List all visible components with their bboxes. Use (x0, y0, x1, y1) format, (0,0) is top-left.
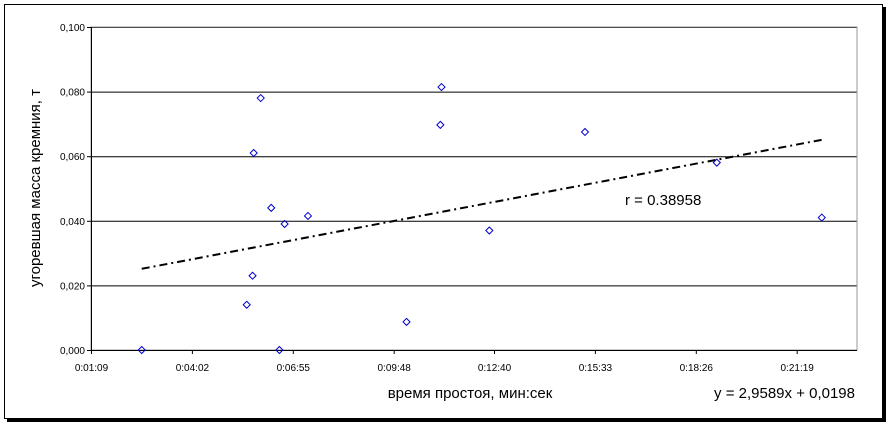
x-tick-label: 0:06:55 (277, 363, 311, 374)
y-tick-label: 0,100 (60, 23, 85, 34)
y-tick-label: 0,080 (60, 88, 85, 99)
y-tick-label: 0,020 (60, 281, 85, 292)
y-tick-labels: 0,000 0,020 0,040 0,060 0,080 0,100 (60, 23, 85, 357)
x-tick-label: 0:01:09 (75, 363, 109, 374)
data-point (402, 317, 411, 327)
y-tick-label: 0,040 (60, 217, 85, 228)
data-point (817, 213, 826, 222)
data-point (248, 271, 257, 280)
data-point (275, 345, 284, 355)
trendline-path (141, 138, 822, 270)
x-tick-labels: 0:01:09 0:04:02 0:06:55 0:09:48 0:12:40 0:15:… (75, 363, 814, 374)
data-point (712, 158, 722, 167)
y-tick-label: 0,060 (60, 152, 85, 163)
axes (87, 26, 858, 354)
x-tick-label: 0:18:26 (680, 363, 714, 374)
data-point (485, 226, 494, 235)
y-axis-label: угоревшая масса кремния, т (27, 89, 44, 287)
data-point (242, 300, 251, 309)
y-tick-label: 0,000 (60, 346, 85, 357)
data-point (256, 93, 265, 103)
x-axis-label: время простоя, мин:сек (388, 385, 553, 402)
x-tick-label: 0:21:19 (781, 363, 815, 374)
data-point (580, 127, 590, 137)
data-point (249, 148, 258, 158)
data-point (437, 82, 446, 92)
data-points (137, 82, 826, 355)
r-annotation: r = 0.38958 (625, 192, 701, 209)
x-tick-label: 0:15:33 (579, 363, 613, 374)
data-point (137, 345, 146, 355)
data-point (267, 203, 276, 213)
gridlines (91, 27, 857, 287)
x-tick-label: 0:12:40 (478, 363, 512, 374)
data-point (436, 120, 445, 130)
data-point (303, 211, 313, 221)
data-point (280, 219, 289, 229)
plot-area-border (90, 26, 858, 351)
x-tick-label: 0:04:02 (176, 363, 210, 374)
equation-annotation: y = 2,9589x + 0,0198 (714, 385, 855, 402)
x-tick-label: 0:09:48 (378, 363, 412, 374)
trendline (141, 138, 822, 270)
